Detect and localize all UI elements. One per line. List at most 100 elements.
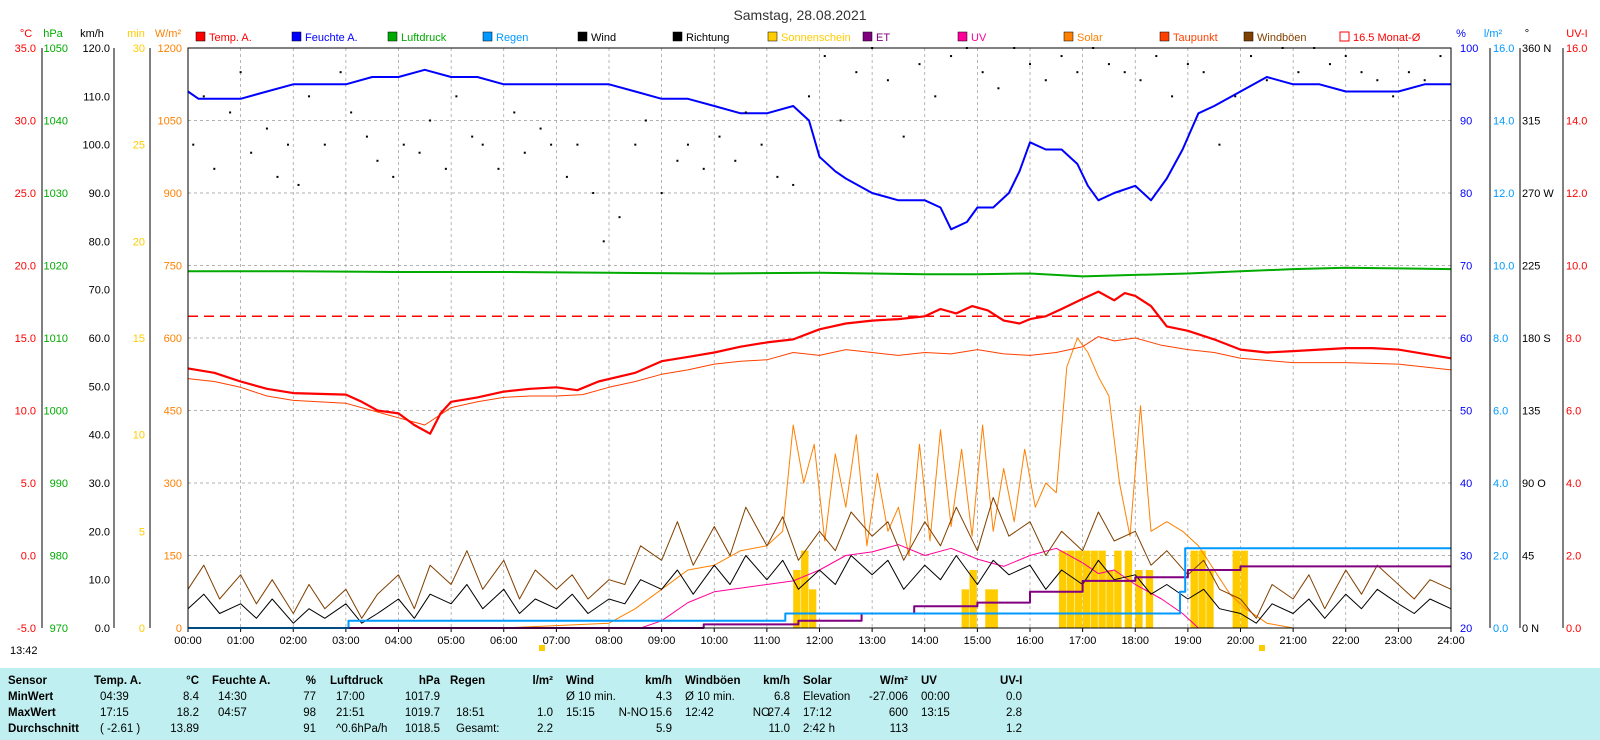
- wind-direction-dot: [792, 183, 795, 186]
- wind-direction-dot: [1139, 79, 1142, 82]
- y-tick-label: 30: [1460, 551, 1472, 563]
- y-tick-label: 10.0: [15, 406, 36, 418]
- wind-direction-dot: [1265, 79, 1268, 82]
- wind-direction-dot: [634, 143, 637, 146]
- y-tick-label: 1020: [44, 261, 68, 273]
- y-tick-label: 6.0: [1493, 406, 1508, 418]
- y-tick-label: 2.0: [1566, 551, 1581, 563]
- rain-time: Gesamt:: [456, 723, 500, 735]
- wind-direction-dot: [250, 151, 253, 154]
- legend-label: Sonnenschein: [781, 32, 851, 44]
- y-tick-label: 45: [1522, 551, 1534, 563]
- y-tick-label: 40: [1460, 478, 1472, 490]
- series-luftdruck: [188, 266, 1452, 278]
- header-hum-unit: %: [305, 675, 316, 687]
- y-tick-label: 135: [1522, 406, 1540, 418]
- legend-label: Regen: [496, 32, 528, 44]
- legend-swatch: [482, 31, 493, 42]
- y-tick-label: 25: [133, 140, 145, 152]
- y-tick-label: 0.0: [21, 551, 36, 563]
- x-tick-label: 19:00: [1174, 635, 1202, 647]
- header-hum: Feuchte A.: [212, 675, 271, 687]
- wind-direction-dot: [718, 135, 721, 138]
- y-tick-label: 10.0: [1566, 261, 1587, 273]
- sunshine-bar: [808, 589, 817, 628]
- y-axis-unit: °: [1525, 28, 1529, 40]
- header-press-unit: hPa: [418, 675, 440, 687]
- y-tick-label: 0 N: [1522, 623, 1539, 635]
- y-tick-label: 150: [164, 551, 182, 563]
- sunshine-bar: [1066, 550, 1075, 628]
- wind-direction-dot: [429, 119, 432, 122]
- wind-direction-dot: [418, 151, 421, 154]
- wind-direction-dot: [392, 175, 395, 178]
- x-tick-label: 13:00: [858, 635, 886, 647]
- y-tick-label: 900: [164, 188, 182, 200]
- wind-direction-dot: [297, 183, 300, 186]
- wind-direction-dot: [734, 159, 737, 162]
- wind-direction-dot: [276, 175, 279, 178]
- temp-time: ( -2.61 ): [100, 723, 141, 735]
- wind-direction-dot: [265, 127, 268, 130]
- uv-value: 2.8: [1006, 707, 1022, 719]
- wind-direction-dot: [702, 167, 705, 170]
- sunshine-bar: [990, 589, 998, 628]
- y-axis-unit: min: [127, 28, 145, 40]
- wind-direction-dot: [365, 135, 368, 138]
- gust-value: 6.8: [774, 691, 790, 703]
- sunshine-bar: [1074, 550, 1083, 628]
- sunshine-bar: [1190, 550, 1198, 628]
- y-tick-label: 300: [164, 478, 182, 490]
- wind-dir: N-NO: [618, 707, 648, 719]
- y-tick-label: 15: [133, 333, 145, 345]
- x-tick-label: 11:00: [754, 635, 781, 647]
- y-tick-label: 980: [50, 551, 68, 563]
- y-tick-label: 20.0: [15, 261, 36, 273]
- y-tick-label: 25.0: [15, 188, 36, 200]
- y-tick-label: 50.0: [89, 381, 110, 393]
- x-tick-label: 14:00: [911, 635, 939, 647]
- sunshine-bar: [1124, 550, 1133, 628]
- wind-direction-dot: [513, 111, 516, 114]
- y-tick-label: 225: [1522, 261, 1540, 273]
- y-tick-label: 70: [1460, 261, 1472, 273]
- sunshine-bar: [793, 570, 801, 628]
- wind-direction-dot: [602, 240, 605, 243]
- sunshine-bar: [1082, 550, 1090, 628]
- wind-time: 15:15: [566, 707, 595, 719]
- header-gust-unit: km/h: [763, 675, 790, 687]
- header-solar: Solar: [803, 675, 832, 687]
- x-tick-label: 03:00: [332, 635, 360, 647]
- solar-time: 17:12: [803, 707, 832, 719]
- sunset-marker: [1259, 645, 1265, 651]
- sunshine-bar: [1232, 550, 1240, 628]
- y-tick-label: 0.0: [1566, 623, 1581, 635]
- temp-time: 04:39: [100, 691, 129, 703]
- sunshine-bar: [1114, 550, 1122, 628]
- y-tick-label: 4.0: [1566, 478, 1581, 490]
- y-tick-label: 10.0: [1493, 261, 1514, 273]
- wind-direction-dot: [618, 216, 621, 219]
- temp-value: 8.4: [183, 691, 199, 703]
- y-tick-label: 90.0: [89, 188, 110, 200]
- wind-direction-dot: [455, 95, 458, 98]
- legend-label: Feuchte A.: [305, 32, 358, 44]
- wind-direction-dot: [539, 127, 542, 130]
- wind-direction-dot: [213, 167, 216, 170]
- y-tick-label: 30.0: [89, 478, 110, 490]
- series-uv: [188, 544, 1451, 629]
- wind-direction-dot: [776, 175, 779, 178]
- wind-direction-dot: [323, 143, 326, 146]
- series-et: [188, 565, 1451, 629]
- wind-direction-dot: [686, 143, 689, 146]
- y-tick-label: 80.0: [89, 236, 110, 248]
- x-tick-label: 15:00: [964, 635, 992, 647]
- sunshine-bar: [1198, 550, 1206, 628]
- x-tick-label: 18:00: [1121, 635, 1149, 647]
- y-tick-label: 15.0: [15, 333, 36, 345]
- header-press: Luftdruck: [330, 675, 384, 687]
- x-tick-label: 07:00: [543, 635, 571, 647]
- y-tick-label: 1000: [44, 406, 68, 418]
- header-rain-unit: l/m²: [532, 675, 553, 687]
- grid: 00:00 01:00 02:00 03:00 04:00 05:00 06:00 07:00…: [174, 48, 1465, 647]
